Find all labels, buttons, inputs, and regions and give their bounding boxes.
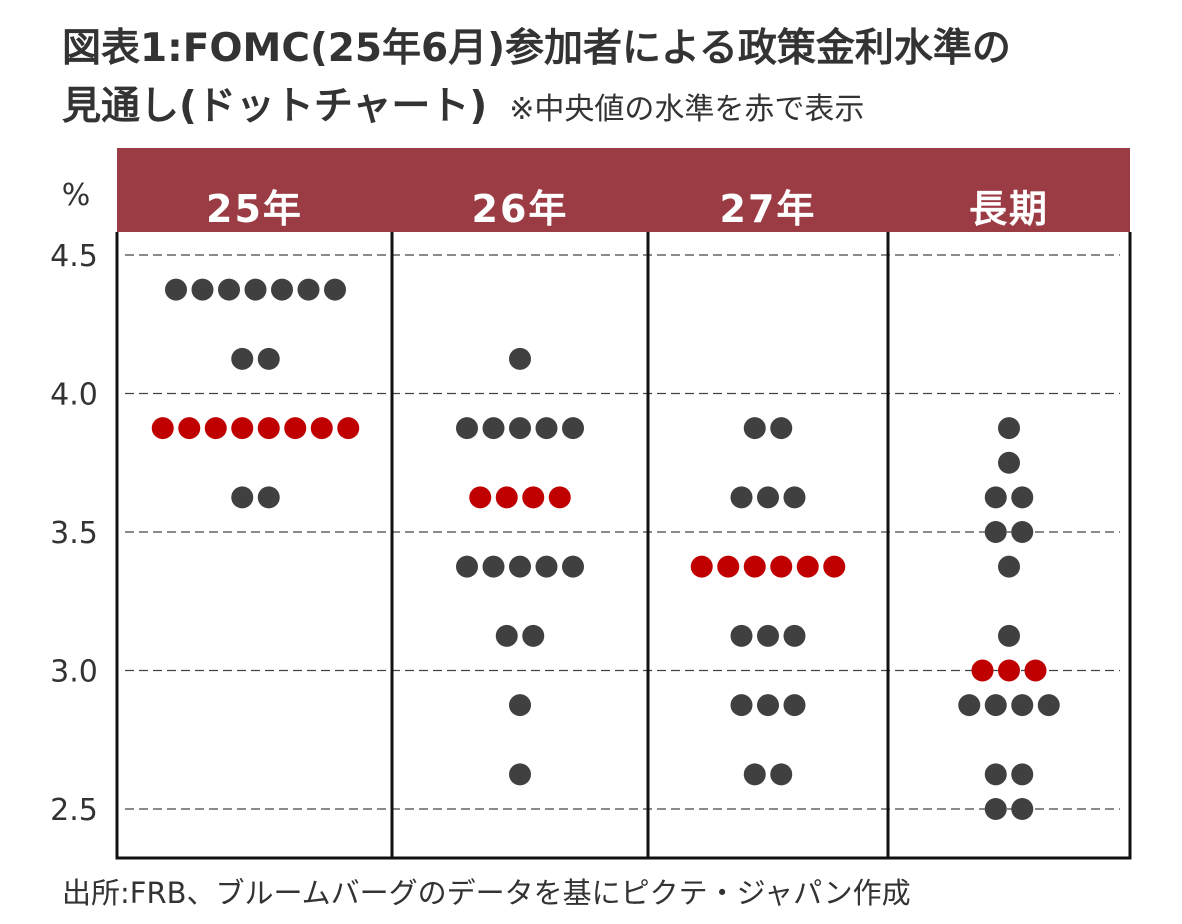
column-header-label: 長期 bbox=[969, 187, 1049, 231]
median-dot bbox=[337, 417, 360, 440]
participant-dot bbox=[998, 555, 1020, 578]
chart-title: 図表1:FOMC(25年6月)参加者による政策金利水準の 見通し(ドットチャート… bbox=[62, 20, 1162, 139]
median-dot bbox=[717, 555, 740, 578]
participant-dot bbox=[509, 555, 531, 578]
participant-dot bbox=[770, 763, 793, 786]
column-header-label: 26年 bbox=[472, 187, 569, 231]
participant-dot bbox=[324, 278, 346, 301]
median-dot bbox=[1024, 659, 1047, 682]
title-note: ※中央値の水準を赤で表示 bbox=[509, 92, 865, 127]
participant-dot bbox=[770, 417, 793, 440]
source-note: 出所:FRB、ブルームバーグのデータを基にピクテ・ジャパン作成 bbox=[62, 876, 911, 910]
median-dot bbox=[151, 417, 174, 440]
median-dot bbox=[495, 486, 518, 509]
participant-dot bbox=[984, 798, 1007, 820]
participant-dot bbox=[562, 555, 584, 578]
title-line-1: 図表1:FOMC(25年6月)参加者による政策金利水準の bbox=[62, 26, 1011, 71]
y-axis-unit-label: % bbox=[62, 178, 91, 213]
median-dot bbox=[823, 555, 846, 578]
participant-dot bbox=[783, 486, 806, 509]
participant-dot bbox=[257, 347, 280, 370]
participant-dot bbox=[271, 278, 293, 301]
y-axis-ticks: 4.5 4.0 3.5 3.0 2.5 bbox=[50, 239, 98, 828]
participant-dot bbox=[1011, 694, 1034, 717]
participant-dot bbox=[482, 555, 505, 578]
participant-dot bbox=[984, 694, 1007, 717]
title-line-2: 見通し(ドットチャート) ※中央値の水準を赤で表示 bbox=[62, 78, 1162, 139]
median-dot bbox=[469, 486, 492, 509]
participant-dot bbox=[730, 694, 753, 717]
y-tick-label: 4.5 bbox=[50, 239, 98, 274]
participant-dot bbox=[482, 417, 505, 440]
participant-dot bbox=[984, 521, 1007, 543]
participant-dot bbox=[509, 763, 531, 786]
participant-dot bbox=[783, 694, 806, 717]
grid-lines bbox=[125, 254, 1120, 810]
median-dot bbox=[690, 555, 713, 578]
participant-dot bbox=[509, 347, 531, 370]
median-dot bbox=[971, 659, 994, 682]
median-dot bbox=[204, 417, 227, 440]
participant-dot bbox=[509, 417, 531, 440]
column-header-label: 27年 bbox=[720, 187, 817, 231]
participant-dot bbox=[1011, 798, 1034, 820]
participant-dot bbox=[757, 694, 779, 717]
participant-dot bbox=[1011, 763, 1034, 786]
participant-dot bbox=[730, 486, 753, 509]
median-dot bbox=[231, 417, 254, 440]
participant-dot bbox=[257, 486, 280, 509]
participant-dot bbox=[509, 694, 531, 717]
participant-dot bbox=[562, 417, 584, 440]
y-tick-label: 4.0 bbox=[50, 378, 98, 413]
median-dot bbox=[522, 486, 545, 509]
participant-dot bbox=[783, 624, 806, 647]
y-tick-label: 3.0 bbox=[50, 655, 98, 690]
participant-dot bbox=[297, 278, 320, 301]
participant-dot bbox=[984, 763, 1007, 786]
participant-dot bbox=[998, 417, 1020, 440]
participant-dot bbox=[743, 763, 766, 786]
dot-marks bbox=[151, 278, 1060, 820]
median-dot bbox=[743, 555, 766, 578]
median-dot bbox=[310, 417, 333, 440]
participant-dot bbox=[191, 278, 214, 301]
participant-dot bbox=[218, 278, 240, 301]
participant-dot bbox=[231, 486, 254, 509]
participant-dot bbox=[244, 278, 267, 301]
participant-dot bbox=[1011, 521, 1034, 543]
median-dot bbox=[284, 417, 307, 440]
participant-dot bbox=[535, 417, 558, 440]
participant-dot bbox=[743, 417, 766, 440]
median-dot bbox=[796, 555, 819, 578]
participant-dot bbox=[522, 624, 545, 647]
title-line-2-text: 見通し(ドットチャート) bbox=[62, 84, 488, 129]
participant-dot bbox=[958, 694, 981, 717]
participant-dot bbox=[984, 486, 1007, 509]
participant-dot bbox=[998, 451, 1020, 474]
median-dot bbox=[998, 659, 1020, 682]
participant-dot bbox=[1011, 486, 1034, 509]
participant-dot bbox=[757, 486, 779, 509]
median-dot bbox=[257, 417, 280, 440]
participant-dot bbox=[1037, 694, 1060, 717]
participant-dot bbox=[231, 347, 254, 370]
participant-dot bbox=[456, 417, 478, 440]
participant-dot bbox=[456, 555, 478, 578]
median-dot bbox=[178, 417, 201, 440]
participant-dot bbox=[495, 624, 518, 647]
participant-dot bbox=[535, 555, 558, 578]
column-header-label: 25年 bbox=[206, 187, 303, 231]
y-tick-label: 2.5 bbox=[50, 793, 98, 828]
column-header-band bbox=[117, 148, 1130, 232]
chart-frame bbox=[115, 232, 1132, 860]
column-headers: 25年 26年 27年 長期 bbox=[206, 187, 1049, 231]
y-tick-label: 3.5 bbox=[50, 516, 98, 551]
participant-dot bbox=[757, 624, 779, 647]
participant-dot bbox=[730, 624, 753, 647]
median-dot bbox=[770, 555, 793, 578]
participant-dot bbox=[165, 278, 187, 301]
median-dot bbox=[548, 486, 571, 509]
participant-dot bbox=[998, 624, 1020, 647]
